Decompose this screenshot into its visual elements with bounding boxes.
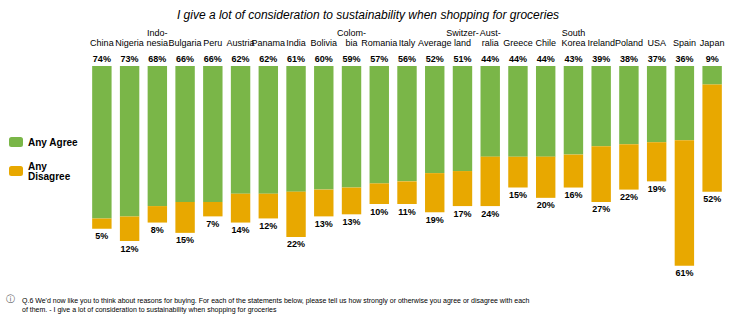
svg-text:Spain: Spain: [673, 38, 696, 48]
svg-text:22%: 22%: [287, 239, 305, 249]
svg-text:51%: 51%: [453, 54, 471, 64]
svg-text:36%: 36%: [675, 54, 693, 64]
svg-text:60%: 60%: [315, 54, 333, 64]
svg-text:ralia: ralia: [482, 38, 499, 48]
svg-text:Average: Average: [418, 38, 451, 48]
svg-text:66%: 66%: [204, 54, 222, 64]
svg-text:56%: 56%: [398, 54, 416, 64]
svg-text:24%: 24%: [481, 209, 499, 219]
svg-text:India: India: [286, 38, 306, 48]
svg-text:8%: 8%: [151, 225, 164, 235]
svg-text:7%: 7%: [206, 219, 219, 229]
svg-text:37%: 37%: [648, 54, 666, 64]
svg-text:59%: 59%: [343, 54, 361, 64]
svg-text:15%: 15%: [176, 235, 194, 245]
svg-text:Bolivia: Bolivia: [311, 38, 338, 48]
svg-text:13%: 13%: [343, 217, 361, 227]
svg-text:land: land: [454, 38, 471, 48]
svg-text:44%: 44%: [509, 54, 527, 64]
svg-text:Colom-: Colom-: [337, 28, 366, 38]
svg-text:Any Agree: Any Agree: [28, 137, 78, 148]
svg-text:15%: 15%: [509, 190, 527, 200]
svg-text:12%: 12%: [121, 244, 139, 254]
svg-text:of them. - I give a lot of con: of them. - I give a lot of consideration…: [22, 306, 277, 314]
svg-text:I give a lot of consideration: I give a lot of consideration to sustain…: [177, 8, 559, 22]
svg-text:5%: 5%: [95, 231, 108, 241]
svg-text:Q.6 We'd now like you to think: Q.6 We'd now like you to think about rea…: [22, 297, 530, 305]
svg-text:Italy: Italy: [399, 38, 416, 48]
svg-text:Panama: Panama: [252, 38, 286, 48]
svg-text:57%: 57%: [370, 54, 388, 64]
svg-text:Peru: Peru: [203, 38, 222, 48]
svg-text:62%: 62%: [259, 54, 277, 64]
svg-text:74%: 74%: [93, 54, 111, 64]
svg-text:52%: 52%: [703, 194, 721, 204]
svg-text:Romania: Romania: [361, 38, 397, 48]
svg-text:43%: 43%: [564, 54, 582, 64]
svg-text:Indo-: Indo-: [147, 28, 168, 38]
svg-text:Aust-: Aust-: [480, 28, 501, 38]
svg-text:Poland: Poland: [615, 38, 643, 48]
svg-text:South: South: [562, 28, 586, 38]
svg-text:44%: 44%: [537, 54, 555, 64]
svg-text:10%: 10%: [370, 207, 388, 217]
svg-text:62%: 62%: [232, 54, 250, 64]
svg-text:27%: 27%: [592, 204, 610, 214]
svg-text:39%: 39%: [592, 54, 610, 64]
svg-text:bia: bia: [346, 38, 358, 48]
svg-text:Japan: Japan: [700, 38, 725, 48]
svg-text:Korea: Korea: [561, 38, 585, 48]
svg-text:61%: 61%: [675, 268, 693, 278]
svg-text:Nigeria: Nigeria: [115, 38, 144, 48]
svg-text:73%: 73%: [121, 54, 139, 64]
svg-text:ⓘ: ⓘ: [6, 294, 15, 304]
svg-text:9%: 9%: [706, 54, 719, 64]
svg-text:Any: Any: [28, 160, 47, 172]
svg-text:61%: 61%: [287, 54, 305, 64]
svg-text:Disagree: Disagree: [28, 171, 71, 182]
svg-text:Chile: Chile: [535, 38, 556, 48]
svg-text:16%: 16%: [564, 190, 582, 200]
svg-text:Ireland: Ireland: [587, 38, 615, 48]
svg-text:Greece: Greece: [503, 38, 533, 48]
svg-text:19%: 19%: [648, 184, 666, 194]
svg-text:Austria: Austria: [227, 38, 255, 48]
svg-text:11%: 11%: [398, 207, 416, 217]
svg-text:Bulgaria: Bulgaria: [169, 38, 202, 48]
svg-text:USA: USA: [647, 38, 666, 48]
svg-text:14%: 14%: [232, 225, 250, 235]
svg-text:17%: 17%: [453, 209, 471, 219]
svg-text:13%: 13%: [315, 219, 333, 229]
svg-text:China: China: [90, 38, 114, 48]
svg-text:38%: 38%: [620, 54, 638, 64]
svg-text:44%: 44%: [481, 54, 499, 64]
svg-text:66%: 66%: [176, 54, 194, 64]
svg-text:12%: 12%: [259, 221, 277, 231]
svg-text:68%: 68%: [148, 54, 166, 64]
svg-text:Switzer-: Switzer-: [446, 28, 479, 38]
svg-text:20%: 20%: [537, 200, 555, 210]
svg-text:22%: 22%: [620, 192, 638, 202]
svg-text:19%: 19%: [426, 215, 444, 225]
svg-text:nesia: nesia: [147, 38, 169, 48]
svg-text:52%: 52%: [426, 54, 444, 64]
